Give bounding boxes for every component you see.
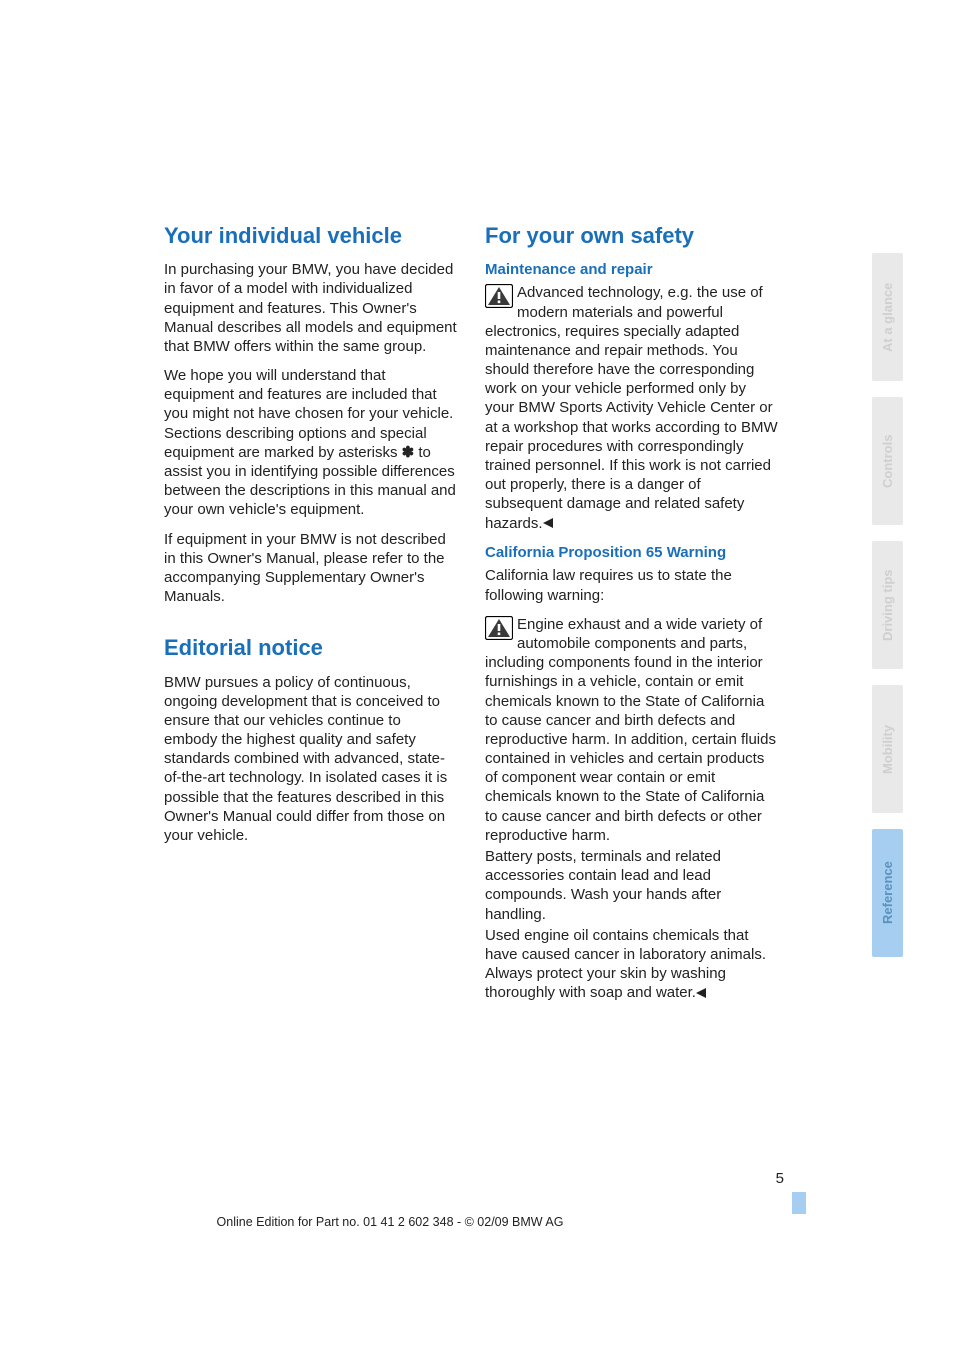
end-mark-icon [696,984,707,1003]
para-intro: In purchasing your BMW, you have decided… [164,260,457,356]
tab-mobility[interactable]: Mobility [872,685,903,813]
tab-reference[interactable]: Reference [872,829,903,957]
para-maintenance: Advanced technology, e.g. the use of mod… [485,283,778,533]
para-prop65-intro: California law requires us to state the … [485,566,778,604]
para-battery: Battery posts, terminals and related acc… [485,847,778,924]
tab-at-a-glance[interactable]: At a glance [872,253,903,381]
page-tick [792,1192,806,1214]
para-prop65-body: Engine exhaust and a wide variety of aut… [485,615,778,845]
para-editorial: BMW pursues a policy of continuous, ongo… [164,673,457,846]
tab-driving-tips[interactable]: Driving tips [872,541,903,669]
subheading-maintenance: Maintenance and repair [485,260,778,279]
end-mark-icon [543,514,554,533]
para-engine-oil-text: Used engine oil contains chemicals that … [485,927,766,1002]
warning-icon [485,616,513,640]
page-number: 5 [776,1170,784,1187]
para-engine-oil: Used engine oil contains chemicals that … [485,926,778,1003]
para-equipment: We hope you will understand that equipme… [164,366,457,520]
tab-controls[interactable]: Controls [872,397,903,525]
left-column: Your individual vehicle In purchasing yo… [164,222,457,1013]
heading-your-vehicle: Your individual vehicle [164,222,457,250]
subheading-prop65: California Proposition 65 Warning [485,543,778,562]
side-tabs: At a glance Controls Driving tips Mobili… [872,253,903,957]
warning-icon [485,284,513,308]
heading-safety: For your own safety [485,222,778,250]
right-column: For your own safety Maintenance and repa… [485,222,778,1013]
content-columns: Your individual vehicle In purchasing yo… [164,222,778,1013]
asterisk-mark: ✽ [402,444,415,461]
heading-editorial: Editorial notice [164,634,457,662]
para-supplementary: If equipment in your BMW is not describe… [164,530,457,607]
para-prop65-text: Engine exhaust and a wide variety of aut… [485,616,776,844]
footer-line: Online Edition for Part no. 01 41 2 602 … [0,1215,780,1229]
manual-page: Your individual vehicle In purchasing yo… [0,0,954,1350]
para-maintenance-text: Advanced technology, e.g. the use of mod… [485,284,778,531]
